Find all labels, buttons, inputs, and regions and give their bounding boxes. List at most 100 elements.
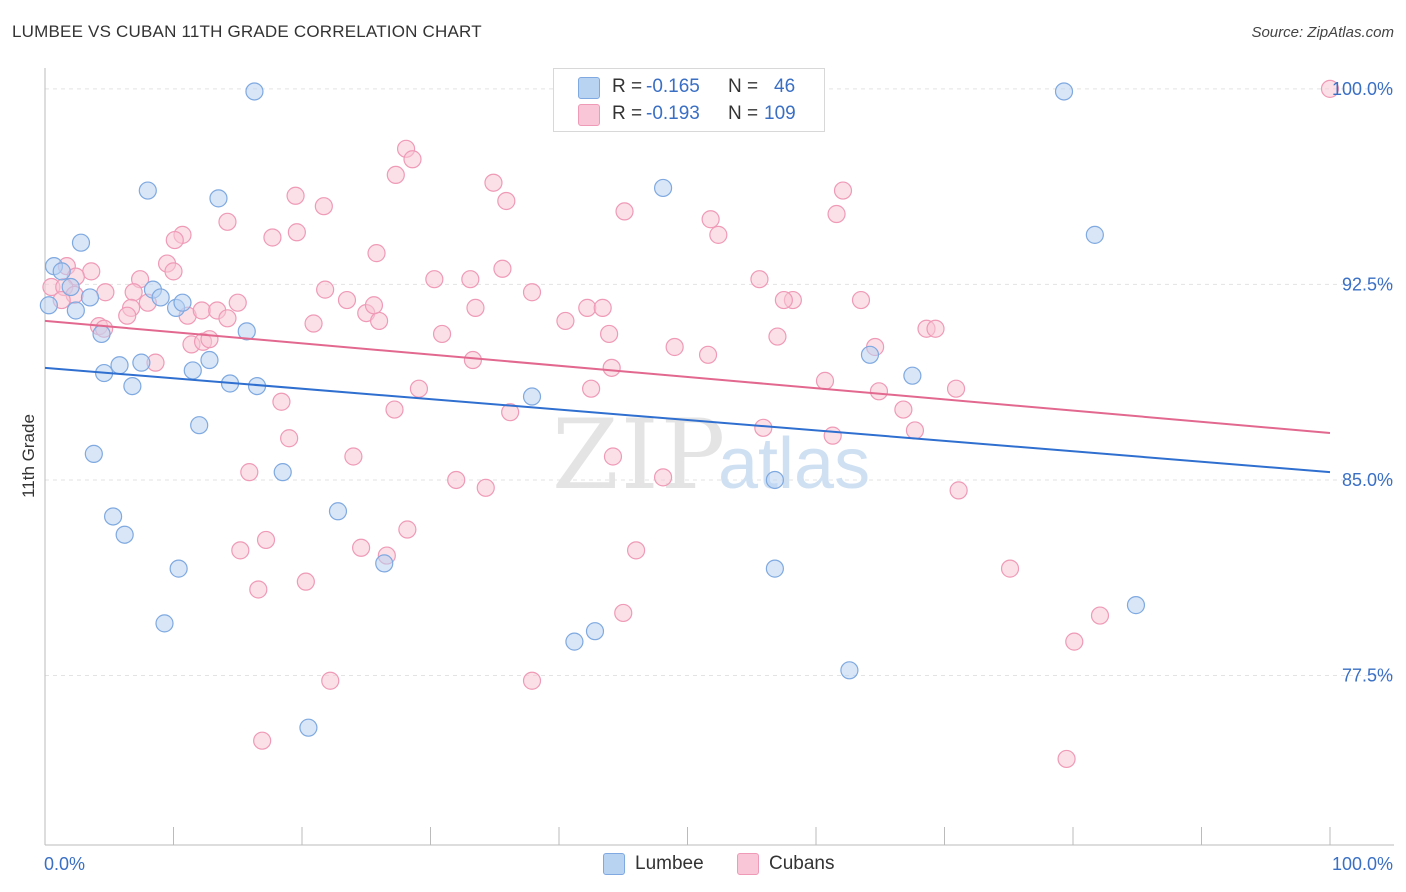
lumbee-point: [1126, 596, 1146, 615]
cubans-point: [894, 400, 913, 419]
cubans-point: [522, 671, 542, 690]
cubans-point: [263, 228, 282, 247]
cubans-point: [321, 671, 340, 690]
lumbee-point: [1085, 225, 1104, 244]
cubans-point: [754, 418, 773, 437]
legend-box: R = -0.165 N = 46 R = -0.193 N = 109: [553, 68, 825, 132]
lumbee-point: [92, 324, 111, 344]
cubans-point: [409, 379, 429, 398]
chart-title: LUMBEE VS CUBAN 11TH GRADE CORRELATION C…: [12, 22, 482, 41]
cubans-point: [701, 210, 720, 229]
cubans-point: [249, 580, 268, 599]
lumbee-point: [860, 345, 880, 364]
lumbee-point: [190, 416, 209, 435]
cubans-point: [386, 165, 405, 185]
lumbee-point: [132, 353, 151, 372]
cubans-point: [218, 309, 237, 328]
lumbee-point: [61, 277, 80, 297]
legend-n-label: N =: [728, 103, 759, 124]
cubans-point: [493, 259, 512, 278]
cubans-point: [96, 283, 115, 302]
lumbee-point: [299, 718, 318, 737]
cubans-point: [851, 290, 871, 310]
lumbee-point: [653, 178, 673, 198]
lumbee-point: [123, 377, 142, 396]
cubans-point: [240, 463, 259, 482]
axes: [44, 68, 1394, 846]
legend-r-value: -0.165: [646, 76, 700, 97]
legend-r-value: -0.193: [646, 103, 700, 124]
cubans-point: [497, 191, 516, 211]
cubans-trend-line: [44, 319, 1331, 435]
cubans-point: [256, 530, 276, 550]
cubans-point: [665, 337, 684, 357]
cubans-point: [556, 311, 575, 331]
y-axis-title: 11th Grade: [19, 414, 38, 498]
lumbee-point: [273, 463, 292, 482]
cubans-point: [578, 298, 597, 317]
lumbee-point: [522, 387, 542, 406]
cubans-point: [603, 447, 623, 466]
lumbee-point: [71, 233, 91, 252]
cubans-point: [484, 173, 503, 192]
lumbee-point: [209, 189, 228, 208]
cubans-point: [432, 324, 452, 344]
cubans-point: [833, 181, 853, 200]
cubans-point: [296, 572, 315, 591]
lumbee-point: [84, 444, 103, 463]
lumbee-point: [173, 293, 192, 312]
legend-row-lumbee: R = -0.165 N = 46: [554, 74, 824, 100]
cubans-point: [768, 327, 787, 346]
lumbee-point: [765, 470, 784, 490]
lumbee-points: [39, 82, 1146, 737]
y-tick-label: 85.0%: [1342, 470, 1393, 490]
cubans-point: [337, 290, 357, 310]
cubans-point: [615, 202, 634, 221]
bottom-legend-lumbee-label: Lumbee: [635, 853, 704, 874]
cubans-point: [869, 382, 889, 401]
cubans-point: [823, 426, 842, 445]
cubans-point: [370, 311, 389, 331]
cubans-point: [200, 330, 219, 349]
lumbee-trend-line: [44, 366, 1331, 474]
cubans-point: [1090, 606, 1110, 625]
cubans-point: [344, 447, 363, 466]
y-tick-label: 100.0%: [1332, 79, 1393, 99]
cubans-point: [447, 470, 466, 490]
cubans-point: [582, 379, 601, 398]
x-tick-label: 0.0%: [44, 854, 85, 874]
watermark-atlas: atlas: [718, 424, 870, 504]
cubans-point: [949, 481, 968, 500]
lumbee-point: [80, 288, 100, 307]
cubans-point: [314, 197, 333, 216]
cubans-point: [352, 538, 371, 557]
y-tick-label: 77.5%: [1342, 666, 1393, 686]
bottom-legend-cubans-label: Cubans: [769, 853, 835, 874]
lumbee-point: [840, 661, 859, 680]
cubans-point: [287, 223, 306, 242]
lumbee-swatch: [578, 77, 600, 99]
cubans-point: [118, 306, 137, 325]
lumbee-point: [585, 622, 605, 641]
cubans-point: [231, 541, 250, 560]
lumbee-point: [104, 507, 123, 526]
lumbee-point: [200, 350, 219, 370]
cubans-point: [165, 230, 184, 250]
cubans-point: [466, 298, 485, 317]
cubans-point: [501, 403, 520, 422]
watermark-zip: ZIP: [552, 399, 727, 511]
cubans-point: [774, 290, 793, 310]
lumbee-point: [110, 356, 129, 375]
lumbee-swatch: [603, 853, 625, 875]
lumbee-point: [237, 322, 256, 341]
cubans-point: [463, 350, 483, 370]
cubans-point: [1057, 749, 1076, 769]
lumbee-point: [1054, 82, 1074, 101]
legend-n-label: N =: [728, 76, 759, 97]
cubans-point: [602, 358, 621, 377]
lumbee-point: [151, 288, 170, 307]
cubans-point: [522, 283, 542, 302]
lumbee-point: [245, 82, 264, 101]
cubans-point: [626, 541, 646, 560]
cubans-point: [398, 520, 417, 539]
